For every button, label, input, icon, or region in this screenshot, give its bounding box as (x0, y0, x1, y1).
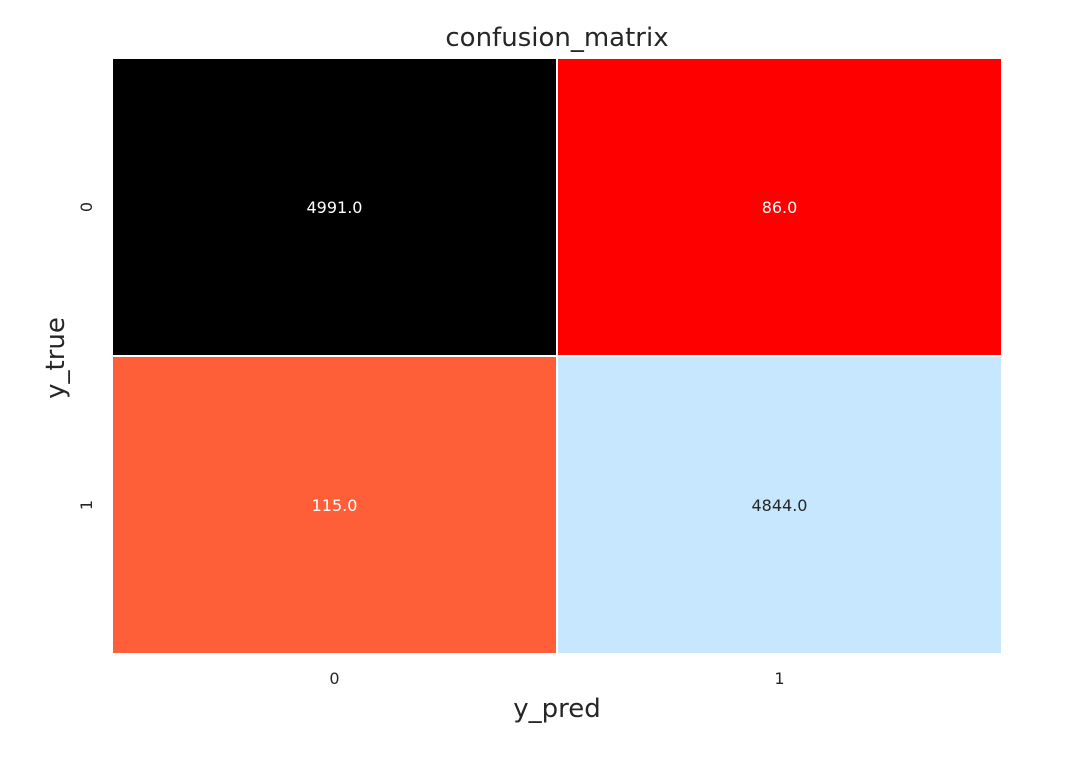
heatmap-cell-label-r1-c0: 115.0 (312, 496, 358, 515)
x-tick-label-1: 1 (774, 669, 784, 688)
heatmap-cell-label-r0-c1: 86.0 (762, 198, 798, 217)
heatmap-cell-label-r1-c1: 4844.0 (752, 496, 808, 515)
y-tick-label-1: 1 (77, 500, 96, 510)
heatmap-cell-r0-c1 (556, 57, 1003, 357)
heatmap-cell-r1-c0 (111, 355, 558, 655)
heatmap-cell-r0-c0 (111, 57, 558, 357)
x-tick-label-0: 0 (329, 669, 339, 688)
chart-title: confusion_matrix (445, 23, 668, 53)
heatmap-cell-label-r0-c0: 4991.0 (307, 198, 363, 217)
y-axis-label: y_true (41, 317, 71, 399)
heatmap-cell-labels: 4991.0 86.0 115.0 4844.0 (307, 198, 808, 515)
heatmap-cell-r1-c1 (556, 355, 1003, 655)
x-axis-label: y_pred (513, 694, 601, 724)
y-tick-label-0: 0 (77, 202, 96, 212)
y-tick-labels: 01 (77, 202, 96, 510)
heatmap-cells (111, 57, 1003, 655)
